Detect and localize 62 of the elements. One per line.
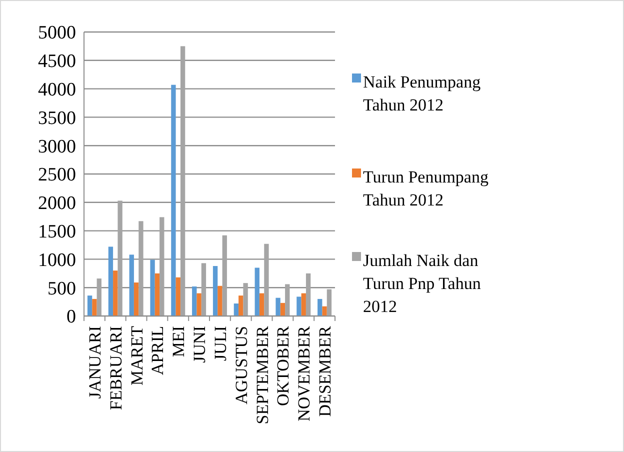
bar	[192, 286, 197, 316]
y-tick-label: 3000	[38, 136, 76, 158]
bar	[296, 296, 302, 316]
bar	[201, 263, 206, 316]
x-tick-label: JUNI	[190, 326, 210, 363]
bar	[196, 293, 202, 316]
bar	[259, 293, 264, 316]
legend-label: Naik Penumpang Tahun 2012	[363, 72, 482, 114]
bar	[180, 46, 186, 316]
bar	[318, 298, 322, 316]
legend-label: Turun Penumpang Tahun 2012	[363, 167, 489, 210]
bar	[326, 289, 332, 316]
bar	[160, 217, 164, 316]
y-tick-label: 500	[48, 278, 76, 300]
y-tick-label: 0	[66, 306, 76, 328]
bar	[306, 273, 311, 316]
x-tick-label: JANUARI	[85, 326, 104, 399]
bar	[87, 296, 92, 316]
x-tick-label: MARET	[127, 325, 146, 386]
bar	[280, 302, 286, 316]
bar	[176, 277, 180, 316]
x-tick-label: OKTOBER	[274, 325, 293, 406]
bar	[285, 284, 290, 316]
x-tick-label: SEPTEMBER	[252, 325, 272, 424]
bar	[322, 306, 327, 316]
y-tick-label: 4500	[38, 51, 76, 72]
legend-label: Jumlah Naik dan Turun Pnp Tahun 2012	[363, 250, 482, 316]
bar	[218, 286, 222, 316]
x-tick-label: JULI	[210, 326, 230, 361]
bar	[96, 278, 102, 316]
x-tick-label: DESEMBER	[316, 325, 335, 417]
y-tick-label: 3500	[38, 108, 76, 129]
bar	[254, 268, 260, 316]
bar	[264, 244, 269, 316]
x-tick-label: MEI	[169, 326, 188, 358]
bar	[276, 298, 280, 316]
y-tick-label: 5000	[38, 22, 76, 44]
y-tick-label: 1500	[38, 221, 76, 242]
y-tick-label: 2500	[38, 164, 76, 186]
x-tick-label: AGUSTUS	[232, 326, 251, 404]
y-tick-label: 2000	[38, 193, 76, 214]
bar	[154, 273, 160, 316]
bar	[118, 200, 122, 316]
y-tick-label: 4000	[38, 79, 76, 100]
bar	[301, 293, 306, 316]
x-tick-label: FEBRUARI	[106, 326, 126, 410]
bar	[134, 282, 139, 316]
bar	[212, 266, 218, 316]
bar	[150, 260, 155, 316]
bar	[92, 298, 97, 316]
bar	[171, 84, 176, 316]
bar	[108, 246, 114, 316]
x-tick-label: NOVEMBER	[294, 325, 314, 422]
bar	[234, 304, 239, 316]
bar	[222, 235, 227, 316]
bar	[238, 296, 244, 316]
bar	[113, 270, 118, 316]
bar	[138, 221, 144, 316]
bar	[129, 254, 134, 316]
y-tick-label: 1000	[38, 250, 76, 271]
x-tick-label: APRIL	[148, 326, 168, 376]
bar	[243, 283, 248, 316]
